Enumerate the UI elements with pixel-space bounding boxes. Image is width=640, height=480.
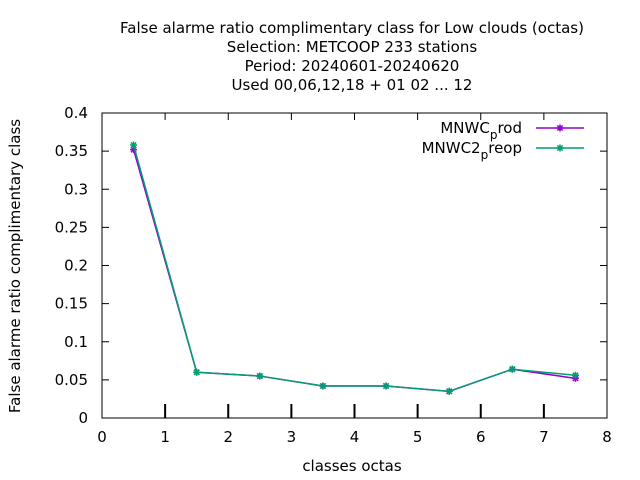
data-point bbox=[256, 372, 264, 380]
data-point bbox=[193, 368, 201, 376]
x-tick-label: 0 bbox=[97, 428, 107, 446]
legend-name-tail: reop bbox=[488, 139, 522, 157]
x-tick-label: 1 bbox=[160, 428, 170, 446]
data-point bbox=[508, 365, 516, 373]
title-line: Period: 20240601-20240620 bbox=[245, 57, 460, 75]
chart-title: False alarme ratio complimentary class f… bbox=[120, 19, 584, 94]
data-point bbox=[571, 371, 579, 379]
x-axis-label: classes octas bbox=[302, 457, 402, 475]
legend-label: MNWC2preop bbox=[422, 139, 522, 162]
data-point bbox=[130, 141, 138, 149]
series-0 bbox=[130, 146, 579, 395]
series-1 bbox=[130, 141, 579, 395]
legend-name-main: MNWC bbox=[440, 119, 489, 137]
legend-label: MNWCprod bbox=[440, 119, 522, 142]
data-point bbox=[382, 382, 390, 390]
y-tick-labels: 0 0.05 0.1 0.15 0.2 0.25 0.3 0.35 0.4 bbox=[55, 104, 88, 427]
y-tick-label: 0.3 bbox=[64, 180, 88, 198]
x-tick-label: 6 bbox=[476, 428, 486, 446]
y-tick-label: 0.25 bbox=[55, 218, 88, 236]
legend-name-tail: rod bbox=[497, 119, 522, 137]
y-tick-label: 0.35 bbox=[55, 142, 88, 160]
x-tick-label: 3 bbox=[287, 428, 297, 446]
legend-marker bbox=[556, 144, 564, 152]
series-line bbox=[132, 149, 576, 393]
legend-marker bbox=[556, 124, 564, 132]
legend-entry: MNWC2preop bbox=[422, 139, 584, 162]
y-axis-label: False alarme ratio complimentary class bbox=[6, 119, 24, 413]
title-line: False alarme ratio complimentary class f… bbox=[120, 19, 584, 37]
x-tick-label: 8 bbox=[602, 428, 612, 446]
x-tick-label: 2 bbox=[223, 428, 233, 446]
series-line bbox=[132, 144, 576, 393]
x-tick-labels: 0 1 2 3 4 5 6 7 8 bbox=[97, 428, 612, 446]
axis-ticks bbox=[101, 112, 608, 419]
y-tick-label: 0.2 bbox=[64, 257, 88, 275]
x-tick-label: 7 bbox=[539, 428, 549, 446]
y-tick-label: 0.05 bbox=[55, 371, 88, 389]
title-line: Used 00,06,12,18 + 01 02 ... 12 bbox=[232, 76, 473, 94]
x-tick-label: 4 bbox=[350, 428, 360, 446]
y-axis-label-group: False alarme ratio complimentary class bbox=[6, 119, 24, 413]
legend-entry: MNWCprod bbox=[440, 119, 584, 142]
legend-name-main: MNWC2 bbox=[422, 139, 481, 157]
y-tick-label: 0.4 bbox=[64, 104, 88, 122]
title-line: Selection: METCOOP 233 stations bbox=[227, 38, 478, 56]
legend-name-sub: p bbox=[490, 128, 498, 142]
y-tick-label: 0 bbox=[78, 409, 88, 427]
legend-name-sub: p bbox=[481, 148, 489, 162]
x-tick-label: 5 bbox=[413, 428, 423, 446]
data-point bbox=[445, 387, 453, 395]
y-tick-label: 0.15 bbox=[55, 295, 88, 313]
series-lines bbox=[130, 141, 579, 395]
y-tick-label: 0.1 bbox=[64, 333, 88, 351]
data-point bbox=[319, 382, 327, 390]
